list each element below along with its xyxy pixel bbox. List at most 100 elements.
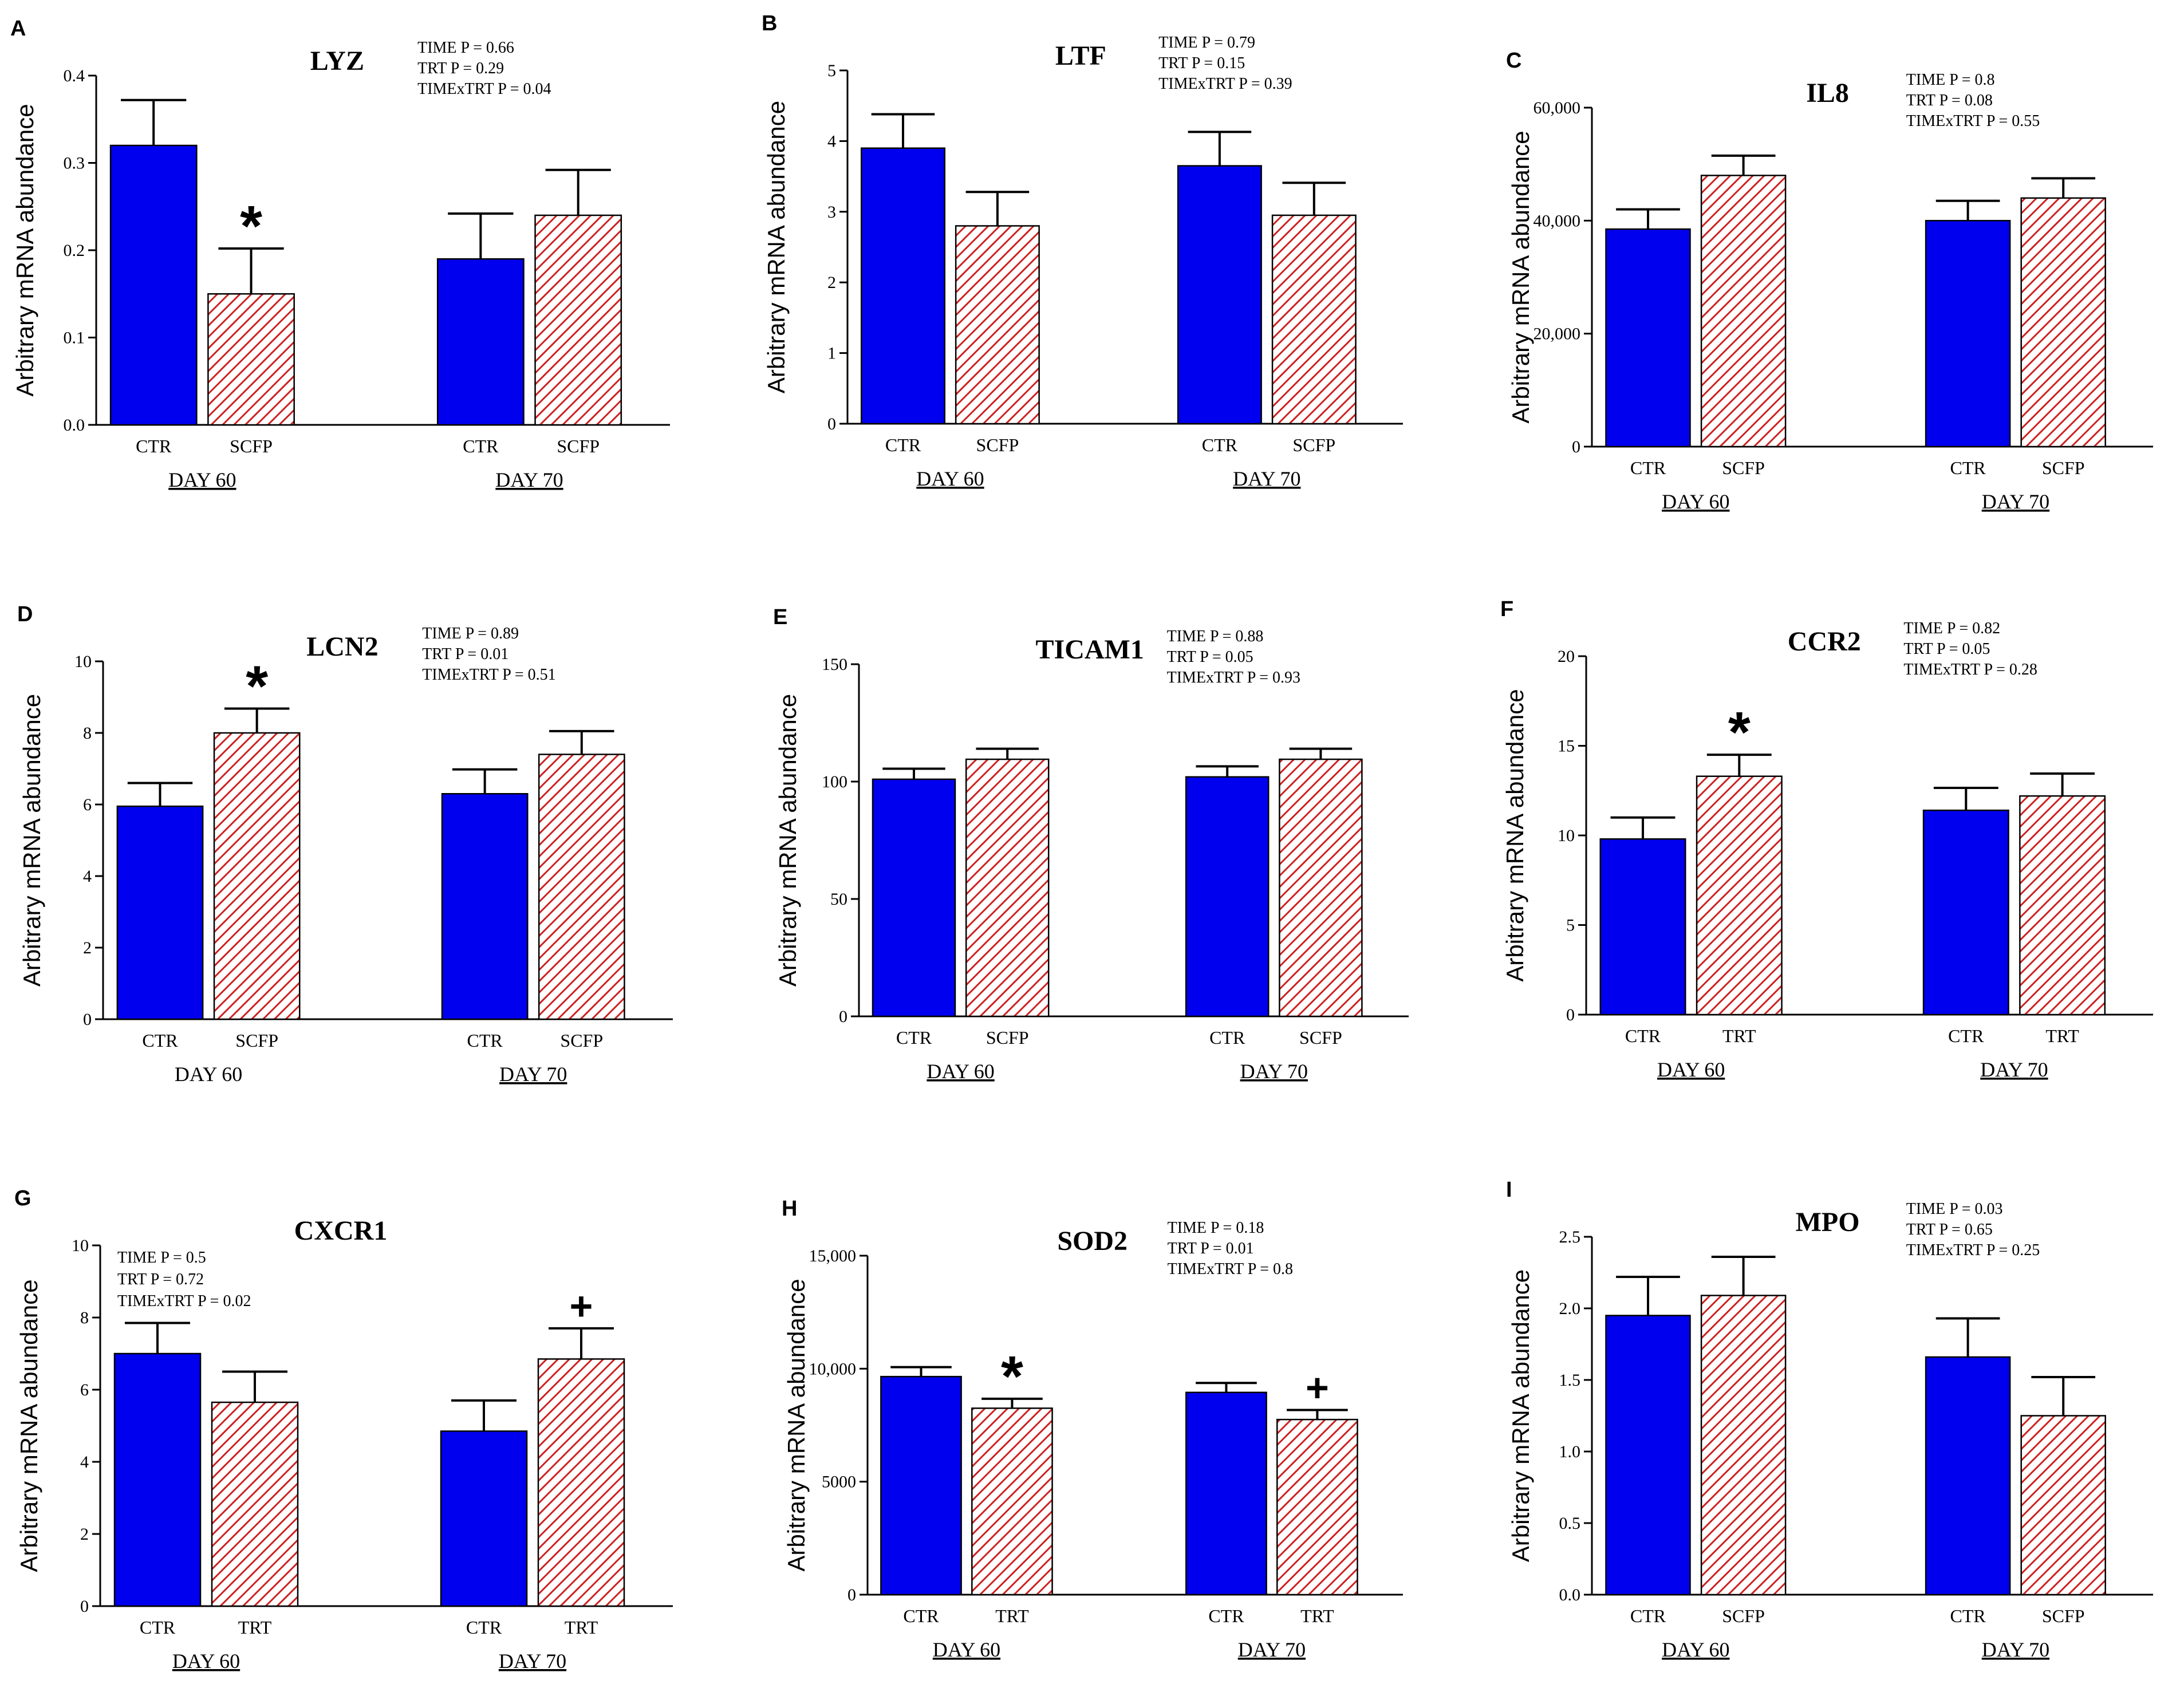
chart-panel-h: H SOD2 0 5000 10,000 15,000 Arbitrary mRNA abu… — [782, 1197, 1403, 1661]
y-tick-label: 0 — [1572, 437, 1580, 456]
category-label: CTR — [1950, 1606, 1986, 1626]
panel-letter: F — [1500, 597, 1513, 621]
chart-title: SOD2 — [1057, 1226, 1128, 1256]
chart-title: LCN2 — [306, 632, 378, 662]
bar — [116, 805, 204, 1020]
stat-line: TIME P = 0.89 — [422, 625, 519, 642]
stat-line: TIMExTRT P = 0.39 — [1158, 75, 1292, 93]
y-axis-label: Arbitrary mRNA abundance — [1507, 1269, 1534, 1562]
group-label: DAY 70 — [495, 468, 563, 491]
bar — [1700, 1295, 1787, 1596]
bar — [880, 1375, 962, 1596]
group-label: DAY 70 — [499, 1063, 567, 1086]
significance-plus: + — [1306, 1366, 1329, 1410]
significance-star: * — [1001, 1344, 1023, 1409]
category-label: CTR — [1630, 1606, 1666, 1626]
y-tick-label: 4 — [80, 1453, 89, 1472]
bar — [971, 1407, 1053, 1596]
chart-panel-d: D LCN2 0 2 4 6 8 10 Arbitrary mRNA abundance CTR S… — [17, 602, 673, 1086]
group-label: DAY 70 — [1980, 1058, 2048, 1081]
bar — [1696, 775, 1783, 1016]
group-label: DAY 70 — [1238, 1638, 1306, 1661]
chart-title: LYZ — [310, 46, 364, 76]
y-axis-label: Arbitrary mRNA abundance — [774, 694, 801, 987]
stat-line: TRT P = 0.29 — [417, 60, 504, 77]
bar — [1925, 220, 2011, 448]
category-label: CTR — [1950, 457, 1986, 478]
chart-title: TICAM1 — [1036, 634, 1144, 665]
y-tick-label: 2.0 — [1559, 1299, 1581, 1318]
bar — [1185, 776, 1270, 1017]
bar — [109, 144, 198, 426]
bar — [1605, 228, 1691, 448]
y-tick-label: 3 — [827, 203, 836, 222]
y-tick-label: 4 — [827, 132, 836, 151]
bar — [534, 214, 622, 426]
chart-title: CXCR1 — [294, 1216, 388, 1246]
y-tick-label: 20 — [1558, 647, 1575, 666]
category-label: CTR — [140, 1617, 176, 1638]
category-label: CTR — [463, 436, 499, 456]
stat-line: TIME P = 0.79 — [1158, 34, 1255, 52]
category-label: CTR — [467, 1030, 503, 1051]
stat-line: TRT P = 0.08 — [1906, 92, 1993, 109]
category-label: TRT — [1722, 1026, 1756, 1046]
group-label: DAY 70 — [1233, 467, 1300, 490]
group-label: DAY 60 — [916, 467, 984, 490]
stat-line: TIME P = 0.8 — [1906, 71, 1995, 89]
stat-line: TRT P = 0.01 — [422, 645, 508, 663]
stat-line: TIME P = 0.88 — [1167, 628, 1264, 645]
y-tick-label: 5 — [1566, 916, 1575, 935]
chart-panel-c: C IL8 0 20,000 40,000 60,000 Arbitrary mRNA ab… — [1506, 49, 2153, 513]
y-tick-label: 50 — [830, 890, 847, 909]
category-label: CTR — [903, 1606, 939, 1626]
y-tick-label: 15 — [1558, 737, 1575, 756]
stat-line: TRT P = 0.15 — [1158, 54, 1245, 72]
group-label: DAY 70 — [1982, 1638, 2049, 1661]
panel-letter: E — [773, 605, 787, 629]
bar — [1599, 838, 1686, 1016]
y-tick-label: 10 — [72, 1236, 89, 1255]
bar — [538, 754, 625, 1020]
category-label: CTR — [1625, 1026, 1661, 1046]
stat-line: TIME P = 0.82 — [1903, 620, 2000, 637]
chart-panel-f: F CCR2 0 5 10 15 20 Arbitrary mRNA abundance CTR… — [1500, 597, 2153, 1081]
bar — [1276, 1418, 1358, 1596]
stat-line: TIMExTRT P = 0.55 — [1906, 112, 2040, 130]
category-label: SCFP — [557, 436, 600, 456]
bar — [2020, 197, 2106, 448]
y-tick-label: 0 — [83, 1010, 92, 1029]
category-label: SCFP — [1722, 457, 1765, 478]
y-tick-label: 60,000 — [1533, 98, 1581, 117]
category-label: SCFP — [986, 1027, 1029, 1048]
chart-title: IL8 — [1806, 78, 1849, 108]
stat-line: TIMExTRT P = 0.51 — [422, 666, 555, 684]
bar — [1922, 809, 2009, 1016]
group-label: DAY 60 — [933, 1638, 1000, 1661]
group-label: DAY 60 — [168, 468, 236, 491]
bar — [965, 758, 1050, 1017]
category-label: SCFP — [235, 1030, 278, 1051]
bar — [1279, 758, 1363, 1017]
category-label: CTR — [1948, 1026, 1984, 1046]
category-label: CTR — [136, 436, 172, 456]
stat-line: TIME P = 0.18 — [1168, 1219, 1264, 1237]
y-axis-label: Arbitrary mRNA abundance — [1501, 689, 1528, 981]
category-label: CTR — [1202, 435, 1238, 455]
panel-letter: G — [14, 1186, 31, 1210]
y-tick-label: 8 — [80, 1308, 89, 1327]
bar — [861, 147, 945, 425]
category-label: CTR — [466, 1617, 502, 1638]
bar — [1605, 1315, 1691, 1596]
stat-line: TIME P = 0.66 — [417, 39, 514, 57]
significance-star: * — [240, 194, 262, 258]
bar — [537, 1358, 625, 1607]
category-label: SCFP — [560, 1030, 603, 1051]
bar — [1185, 1391, 1267, 1596]
y-tick-label: 0.0 — [1559, 1585, 1581, 1604]
y-axis-label: Arbitrary mRNA abundance — [1507, 131, 1534, 423]
y-tick-label: 2 — [80, 1525, 89, 1544]
significance-star: * — [1728, 700, 1751, 764]
y-tick-label: 0.5 — [1559, 1514, 1581, 1533]
